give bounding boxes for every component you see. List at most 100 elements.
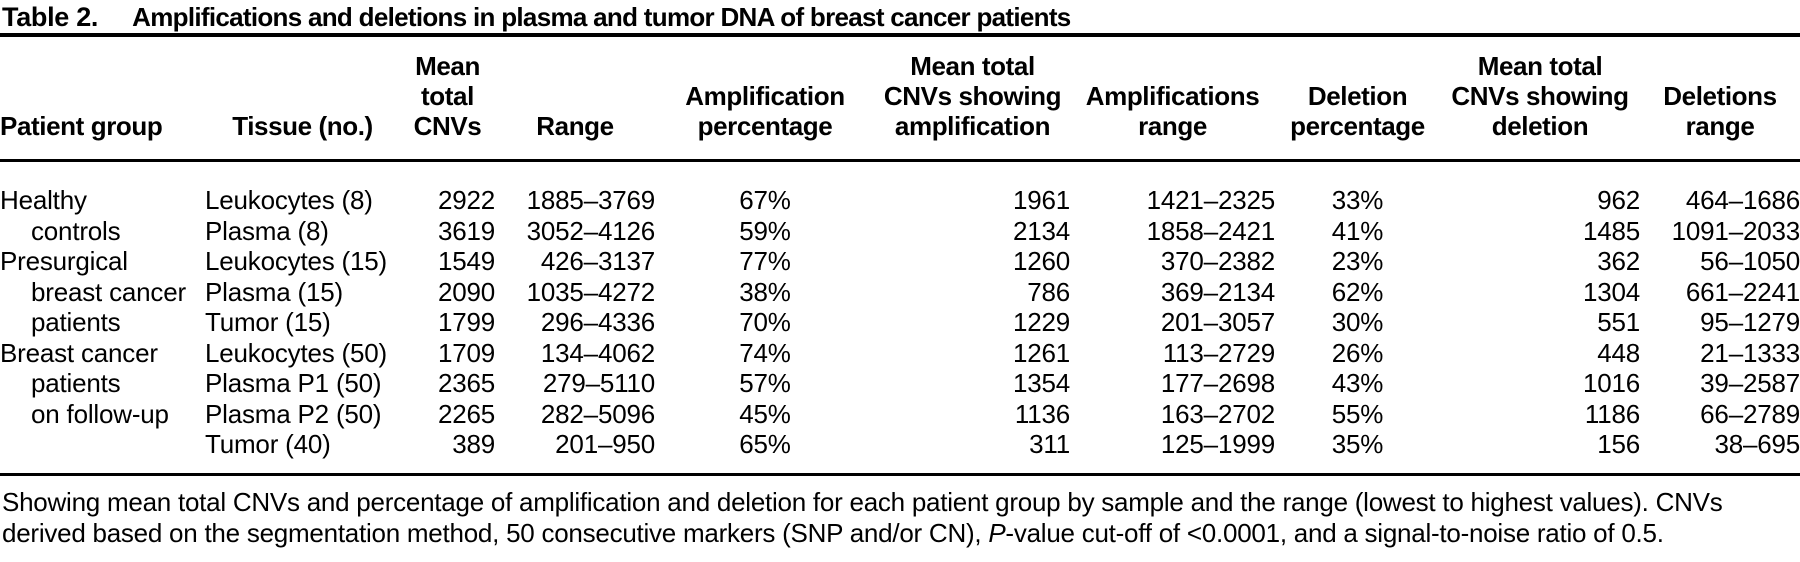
footnote-line-2-post: -value cut-off of <0.0001, and a signal-…	[1005, 517, 1664, 548]
table-cell: 57%	[739, 368, 791, 398]
table-cell: 1186	[1584, 398, 1640, 429]
table-row: Tumor (40) 389 201–950 65% 311 125–1999 …	[0, 429, 1800, 474]
table-cell: 296–4336	[540, 307, 655, 337]
footnote-line-2: derived based on the segmentation method…	[2, 518, 1800, 549]
column-header-deletion-percentage: Deletion percentage	[1275, 35, 1440, 162]
table-cell: controls	[31, 215, 121, 246]
column-header-amplification-percentage: Amplification percentage	[655, 35, 875, 162]
table-cell: 62%	[1331, 276, 1384, 307]
table-row: controls Plasma (8) 3619 3052–4126 59% 2…	[0, 216, 1800, 247]
table-cell: 65%	[739, 429, 791, 459]
table-cell: 1091–2033	[1671, 215, 1800, 246]
table-cell: 2090	[437, 276, 495, 307]
table-cell: 74%	[739, 337, 791, 368]
table-cell: 41%	[1331, 215, 1384, 246]
table-cell: 1354	[1012, 368, 1070, 398]
table-cell: Plasma P2 (50)	[205, 398, 382, 429]
table-cell: 2134	[1012, 215, 1070, 246]
table-cell: Plasma (15)	[205, 276, 343, 307]
table-cell: 1035–4272	[526, 276, 656, 307]
table-cell: 369–2134	[1160, 276, 1275, 307]
table-cell: 2365	[437, 368, 495, 398]
table-cell: 370–2382	[1160, 246, 1275, 276]
table-cell: 163–2702	[1160, 398, 1275, 429]
table-cell: 134–4062	[540, 337, 655, 368]
table-cell: 3052–4126	[526, 215, 656, 246]
table-cell: 38–695	[1714, 429, 1800, 459]
table-cell: Plasma (8)	[205, 215, 329, 246]
table-cell: 311	[1029, 429, 1070, 459]
column-header-amplifications-range: Amplifications range	[1070, 35, 1275, 162]
table-cell: Leukocytes (8)	[205, 185, 373, 215]
table-cell: 2922	[437, 185, 495, 215]
column-header-tissue: Tissue (no.)	[205, 35, 400, 162]
table-row: Healthy Leukocytes (8) 2922 1885–3769 67…	[0, 161, 1800, 216]
table-cell: Tumor (40)	[205, 429, 331, 459]
table-cell: 23%	[1331, 246, 1384, 276]
data-table: Patient group Tissue (no.) Mean total CN…	[0, 33, 1800, 476]
table-cell: 3619	[437, 215, 495, 246]
table-cell: breast cancer	[31, 276, 186, 307]
table-cell: 1260	[1012, 246, 1070, 276]
table-cell: 448	[1597, 337, 1640, 368]
table-cell: 67%	[739, 185, 791, 215]
table-cell: 201–3057	[1160, 307, 1275, 337]
table-cell: 1304	[1582, 276, 1640, 307]
table-cell: Tumor (15)	[205, 307, 331, 337]
table-cell: Leukocytes (50)	[205, 337, 387, 368]
table-cell: 56–1050	[1700, 246, 1800, 276]
table-cell: 362	[1597, 246, 1640, 276]
table-cell: 464–1686	[1685, 185, 1800, 215]
table-cell: 1549	[437, 246, 495, 276]
table-cell: 66–2789	[1700, 398, 1800, 429]
table-cell: 786	[1027, 276, 1070, 307]
column-header-mean-cnvs-showing-amplification: Mean total CNVs showing amplification	[875, 35, 1070, 162]
table-cell: 39–2587	[1700, 368, 1800, 398]
column-header-mean-cnvs-showing-deletion: Mean total CNVs showing deletion	[1440, 35, 1640, 162]
table-cell: 26%	[1331, 337, 1384, 368]
table-cell: 1261	[1012, 337, 1070, 368]
table-cell: 113–2729	[1162, 337, 1275, 368]
column-header-deletions-range: Deletions range	[1640, 35, 1800, 162]
table-caption-text: Amplifications and deletions in plasma a…	[132, 2, 1071, 32]
table-cell: 1858–2421	[1146, 215, 1276, 246]
table-cell: 1136	[1014, 398, 1070, 429]
header-row: Patient group Tissue (no.) Mean total CN…	[0, 35, 1800, 162]
table-cell: 70%	[739, 307, 791, 337]
table-row: Breast cancer Leukocytes (50) 1709 134–4…	[0, 338, 1800, 369]
table-cell: on follow-up	[31, 398, 169, 429]
table-cell: 2265	[437, 398, 495, 429]
table-cell: Leukocytes (15)	[205, 246, 387, 276]
table-cell: 551	[1597, 307, 1640, 337]
table-cell: 30%	[1331, 307, 1384, 337]
table-cell: 279–5110	[542, 368, 655, 398]
table-row: breast cancer Plasma (15) 2090 1035–4272…	[0, 277, 1800, 308]
table-cell: Healthy	[0, 185, 87, 215]
column-header-range: Range	[495, 35, 655, 162]
table-number-label: Table 2.	[2, 2, 99, 32]
table-cell: 95–1279	[1700, 307, 1800, 337]
table-row: patients Plasma P1 (50) 2365 279–5110 57…	[0, 368, 1800, 399]
table-cell: patients	[31, 368, 121, 398]
table-cell: 45%	[739, 398, 791, 429]
table-cell: 156	[1597, 429, 1640, 459]
table-cell: 77%	[739, 246, 791, 276]
table-cell: 43%	[1331, 368, 1384, 398]
table-cell: 1016	[1582, 368, 1640, 398]
table-cell: 1885–3769	[526, 185, 656, 215]
table-cell: 201–950	[555, 429, 655, 459]
table-cell: 1799	[437, 307, 495, 337]
table-row: on follow-up Plasma P2 (50) 2265 282–509…	[0, 399, 1800, 430]
table-footnote: Showing mean total CNVs and percentage o…	[0, 487, 1800, 549]
table-cell: patients	[31, 307, 121, 337]
column-header-mean-total-cnvs: Mean total CNVs	[400, 35, 495, 162]
table-cell: 33%	[1331, 185, 1384, 215]
footnote-line-1: Showing mean total CNVs and percentage o…	[2, 486, 1723, 517]
table-cell: 1229	[1012, 307, 1070, 337]
table-cell: 1709	[437, 337, 495, 368]
table-cell: Presurgical	[0, 246, 128, 276]
table-cell: 125–1999	[1160, 429, 1275, 459]
table-cell: 177–2698	[1160, 368, 1275, 398]
footnote-p-italic: P	[988, 517, 1006, 548]
